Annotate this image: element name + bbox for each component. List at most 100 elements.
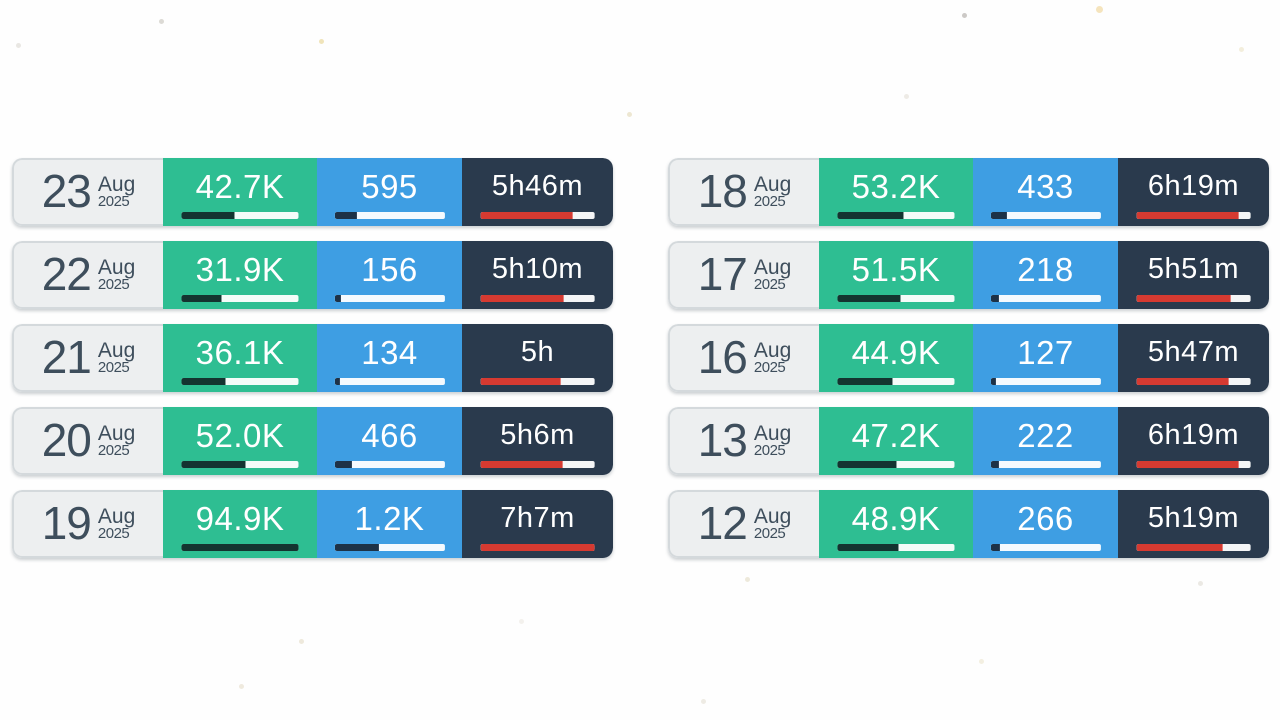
day-stats-row[interactable]: 13 Aug 2025 47.2K 222 6h19m	[668, 407, 1269, 475]
duration-progress-fill	[1136, 212, 1239, 219]
blue-metric-value: 218	[1017, 250, 1074, 288]
date-cell: 22 Aug 2025	[12, 241, 163, 309]
blue-metric-progress-fill	[990, 461, 1000, 468]
date-year: 2025	[97, 358, 130, 376]
blue-metric-cell: 222	[973, 407, 1118, 475]
day-stats-row[interactable]: 20 Aug 2025 52.0K 466 5h6m	[12, 407, 613, 475]
green-metric-progress-fill	[837, 212, 904, 219]
blue-metric-cell: 266	[973, 490, 1118, 558]
date-day: 17	[697, 248, 748, 300]
date-month-year: Aug 2025	[97, 174, 135, 210]
duration-progress-track	[1136, 295, 1251, 302]
blue-metric-cell: 466	[317, 407, 462, 475]
date-cell: 18 Aug 2025	[668, 158, 819, 226]
blue-metric-progress-fill	[990, 212, 1007, 219]
date-month-year: Aug 2025	[754, 340, 791, 375]
green-metric-progress-track	[181, 461, 299, 468]
date-month: Aug	[97, 504, 136, 528]
green-metric-progress-track	[837, 378, 955, 385]
duration-cell: 6h19m	[1118, 407, 1269, 475]
date-day: 18	[697, 165, 748, 217]
duration-progress-track	[480, 295, 595, 302]
green-metric-value: 36.1K	[195, 333, 285, 371]
date-year: 2025	[753, 192, 786, 210]
green-metric-value: 47.2K	[851, 416, 941, 454]
duration-progress-track	[1136, 378, 1251, 385]
blue-metric-cell: 1.2K	[317, 490, 462, 558]
date-month: Aug	[753, 504, 792, 528]
green-metric-progress-fill	[837, 378, 893, 385]
green-metric-progress-fill	[181, 212, 235, 219]
blue-metric-progress-fill	[334, 212, 357, 219]
duration-value: 7h7m	[500, 501, 575, 534]
date-cell: 13 Aug 2025	[668, 407, 819, 475]
green-metric-progress-track	[837, 544, 955, 551]
date-cell: 20 Aug 2025	[12, 407, 163, 475]
green-metric-cell: 94.9K	[163, 490, 317, 558]
date-cell: 23 Aug 2025	[12, 158, 163, 226]
blue-metric-progress-track	[990, 461, 1101, 468]
green-metric-cell: 48.9K	[819, 490, 973, 558]
green-metric-value: 48.9K	[851, 499, 941, 537]
date-month: Aug	[97, 338, 136, 362]
date-day: 22	[41, 248, 92, 300]
day-stats-row[interactable]: 19 Aug 2025 94.9K 1.2K 7h7m	[12, 490, 613, 558]
duration-progress-fill	[1136, 378, 1230, 385]
date-year: 2025	[97, 441, 130, 459]
blue-metric-progress-track	[990, 212, 1101, 219]
blue-metric-progress-track	[334, 378, 445, 385]
day-stats-row[interactable]: 16 Aug 2025 44.9K 127 5h47m	[668, 324, 1269, 392]
blue-metric-value: 266	[1017, 499, 1074, 537]
duration-progress-track	[480, 544, 595, 551]
date-cell: 12 Aug 2025	[668, 490, 819, 558]
blue-metric-value: 222	[1017, 416, 1074, 454]
green-metric-progress-track	[837, 461, 955, 468]
duration-progress-track	[1136, 461, 1251, 468]
date-day: 12	[697, 497, 748, 549]
blue-metric-progress-fill	[990, 544, 1001, 551]
blue-metric-progress-fill	[334, 544, 379, 551]
date-month-year: Aug 2025	[97, 257, 135, 293]
date-month-year: Aug 2025	[753, 255, 792, 292]
duration-value: 5h19m	[1147, 501, 1240, 534]
day-stats-row[interactable]: 17 Aug 2025 51.5K 218 5h51m	[668, 241, 1269, 309]
blue-metric-value: 156	[361, 250, 418, 288]
date-month-year: Aug 2025	[753, 504, 792, 542]
duration-progress-track	[1136, 212, 1251, 219]
blue-metric-progress-track	[990, 378, 1101, 385]
duration-value: 5h10m	[491, 252, 584, 285]
date-year: 2025	[753, 524, 786, 542]
date-year: 2025	[97, 275, 130, 293]
green-metric-value: 31.9K	[195, 250, 285, 288]
green-metric-progress-fill	[181, 544, 299, 551]
green-metric-progress-track	[837, 212, 955, 219]
day-stats-row[interactable]: 22 Aug 2025 31.9K 156 5h10m	[12, 241, 613, 309]
green-metric-progress-fill	[181, 378, 226, 385]
blue-metric-progress-fill	[990, 295, 1000, 302]
duration-cell: 5h10m	[462, 241, 613, 309]
duration-progress-track	[480, 378, 595, 385]
day-stats-row[interactable]: 23 Aug 2025 42.7K 595 5h46m	[12, 158, 613, 226]
date-month: Aug	[753, 255, 792, 279]
date-year: 2025	[97, 192, 130, 210]
column-right: 18 Aug 2025 53.2K 433 6h19m 17	[668, 158, 1269, 558]
background-speckles	[0, 0, 3, 3]
duration-value: 5h46m	[491, 169, 584, 202]
date-year: 2025	[97, 524, 130, 542]
duration-progress-track	[1136, 544, 1251, 551]
blue-metric-cell: 218	[973, 241, 1118, 309]
day-stats-row[interactable]: 21 Aug 2025 36.1K 134 5h	[12, 324, 613, 392]
green-metric-value: 42.7K	[195, 167, 285, 205]
date-cell: 16 Aug 2025	[668, 324, 819, 392]
blue-metric-cell: 134	[317, 324, 462, 392]
date-month-year: Aug 2025	[754, 423, 791, 458]
date-day: 16	[697, 331, 748, 383]
blue-metric-progress-fill	[990, 378, 996, 385]
duration-value: 5h51m	[1147, 252, 1240, 285]
duration-progress-fill	[480, 544, 595, 551]
blue-metric-progress-track	[334, 295, 445, 302]
date-day: 21	[41, 331, 92, 383]
day-stats-row[interactable]: 12 Aug 2025 48.9K 266 5h19m	[668, 490, 1269, 558]
day-stats-row[interactable]: 18 Aug 2025 53.2K 433 6h19m	[668, 158, 1269, 226]
green-metric-cell: 53.2K	[819, 158, 973, 226]
